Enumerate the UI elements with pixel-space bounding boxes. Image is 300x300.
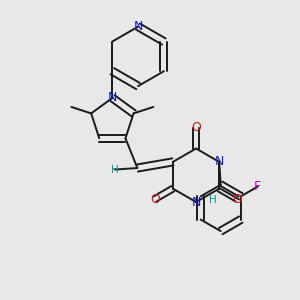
Text: H: H xyxy=(111,164,119,175)
Text: F: F xyxy=(254,180,261,193)
Text: N: N xyxy=(191,196,201,208)
Text: N: N xyxy=(134,20,143,33)
Text: N: N xyxy=(108,92,117,104)
Text: O: O xyxy=(232,193,242,206)
Text: H: H xyxy=(208,195,216,205)
Text: O: O xyxy=(150,193,160,206)
Text: O: O xyxy=(191,121,201,134)
Text: N: N xyxy=(214,155,224,168)
